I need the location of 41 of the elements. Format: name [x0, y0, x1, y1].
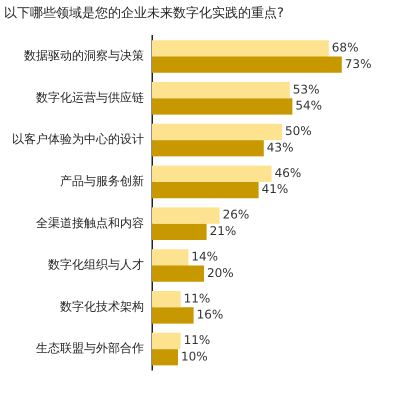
bar: [152, 307, 194, 324]
bar: [152, 291, 181, 308]
y-tick-label: 生态联盟与外部合作: [36, 341, 144, 356]
data-label: 11%: [184, 291, 210, 306]
data-label: 43%: [266, 140, 294, 154]
y-tick-label: 以客户体验为中心的设计: [12, 132, 144, 146]
bar: [152, 40, 329, 56]
bar: [152, 249, 188, 266]
data-label: 53%: [292, 82, 320, 96]
bar: [152, 98, 292, 115]
y-tick-label: 数字化运营与供应链: [36, 90, 144, 104]
y-tick-label: 数字化技术架构: [60, 299, 144, 314]
data-label: 41%: [262, 182, 288, 196]
data-label: 16%: [196, 308, 224, 322]
data-label: 73%: [344, 56, 372, 71]
bar: [152, 266, 204, 282]
data-label: 10%: [181, 349, 208, 364]
bar: [152, 332, 181, 350]
y-tick-label: 全渠道接触点和内容: [36, 216, 144, 230]
bar: [152, 224, 207, 240]
data-label: 11%: [184, 333, 210, 348]
bar: [152, 182, 259, 198]
data-label: 21%: [210, 224, 236, 238]
y-tick-label: 产品与服务创新: [60, 174, 144, 188]
data-label: 14%: [191, 249, 218, 264]
data-label: 68%: [332, 40, 358, 54]
chart-title: 以下哪些领域是您的企业未来数字化实践的重点?: [4, 5, 284, 22]
bar: [152, 124, 282, 140]
data-label: 46%: [274, 166, 302, 180]
bar: [152, 207, 220, 224]
bar: [152, 349, 178, 366]
bar: [152, 56, 342, 73]
bar: [152, 166, 272, 182]
data-label: 20%: [207, 266, 234, 280]
data-label: 54%: [295, 98, 322, 113]
bar: [152, 140, 264, 156]
y-tick-label: 数据驱动的洞察与决策: [24, 48, 144, 63]
data-label: 50%: [285, 124, 312, 138]
bar: [152, 82, 290, 98]
data-label: 26%: [222, 208, 250, 222]
y-tick-label: 数字化组织与人才: [48, 258, 144, 272]
